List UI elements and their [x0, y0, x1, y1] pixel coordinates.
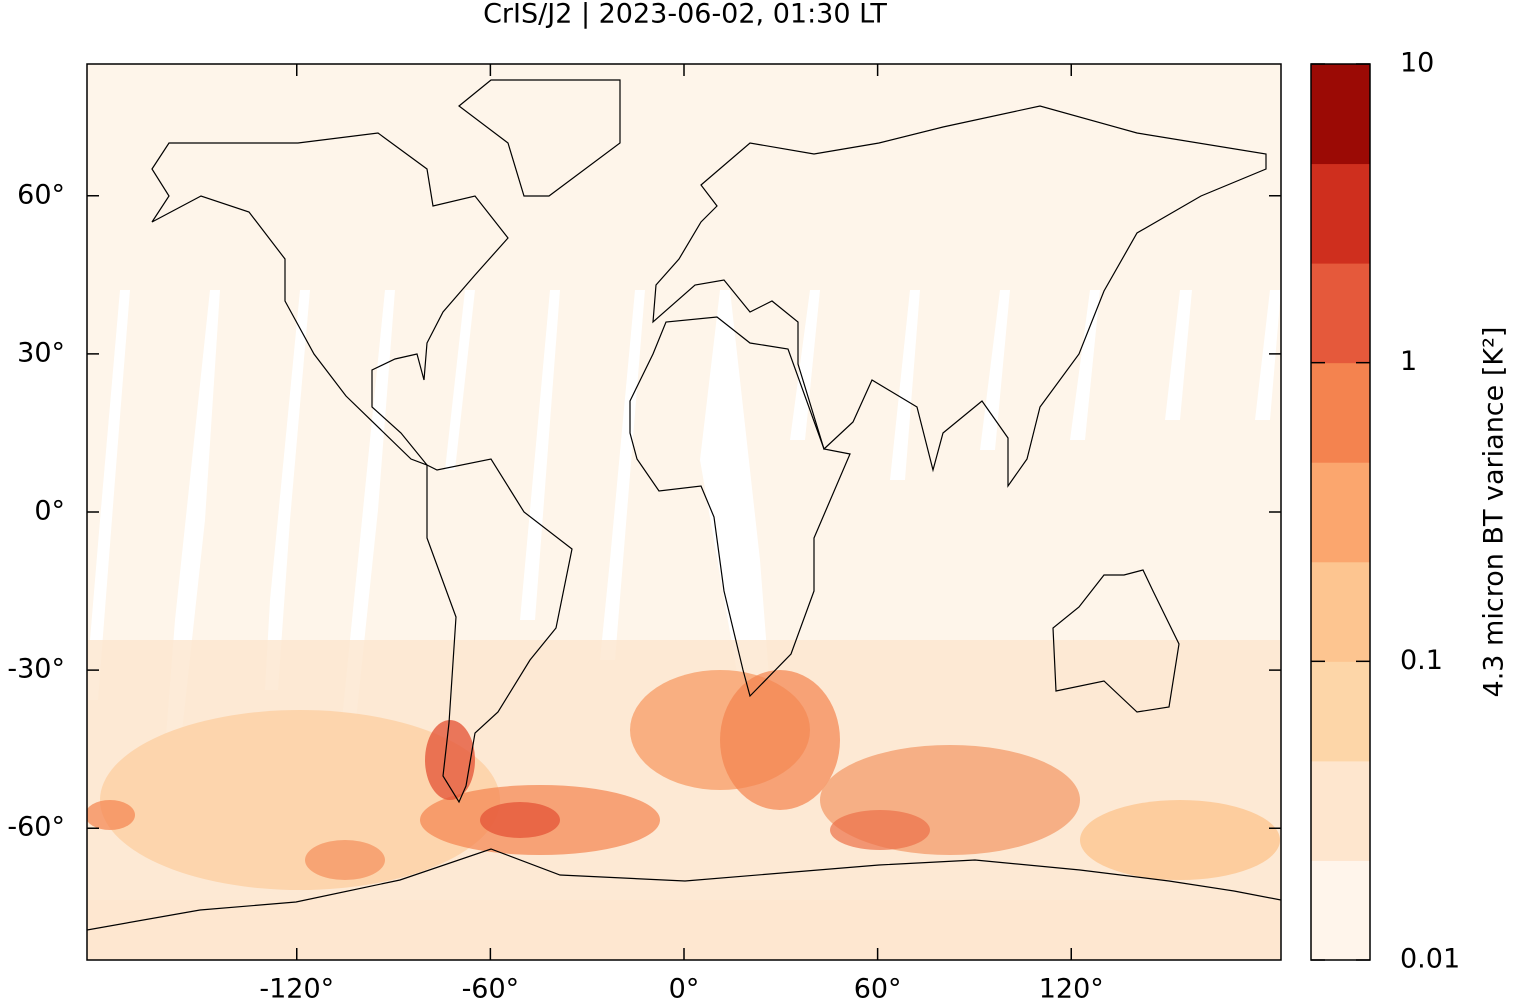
colorbar-band: [1311, 64, 1370, 165]
colorbar-band: [1311, 362, 1370, 463]
colorbar-band: [1311, 860, 1370, 961]
colorbar-label: 4.3 micron BT variance [K²]: [1479, 327, 1510, 698]
colorbar-tick-label: 0.1: [1400, 645, 1443, 676]
colorbar-frame: [1310, 63, 1371, 961]
colorbar-band: [1311, 561, 1370, 662]
y-tick-label: 0°: [34, 496, 65, 527]
colorbar-tick-label: 1: [1400, 346, 1417, 377]
colorbar-band: [1311, 760, 1370, 861]
x-tick-label: -60°: [462, 974, 520, 1002]
colorbar-band: [1311, 263, 1370, 364]
coastlines: [87, 79, 1281, 931]
y-tick-label: -30°: [7, 654, 65, 685]
map-field: [87, 64, 1281, 960]
colorbar-band: [1311, 661, 1370, 762]
x-tick-label: -120°: [259, 974, 334, 1002]
y-tick-label: 30°: [17, 337, 65, 368]
colorbar-band: [1311, 462, 1370, 563]
colorbar-band: [1311, 163, 1370, 264]
x-tick-label: 60°: [854, 974, 902, 1002]
variance-blobs: [87, 640, 1281, 960]
y-tick-label: 60°: [17, 179, 65, 210]
x-tick-label: 0°: [669, 974, 700, 1002]
y-tick-label: -60°: [7, 812, 65, 843]
colorbar-tick-label: 0.01: [1400, 944, 1460, 975]
x-tick-label: 120°: [1039, 974, 1104, 1002]
data-gaps: [87, 290, 1281, 750]
colorbar-tick-label: 10: [1400, 48, 1434, 79]
chart-title: CrIS/J2 | 2023-06-02, 01:30 LT: [483, 0, 887, 30]
